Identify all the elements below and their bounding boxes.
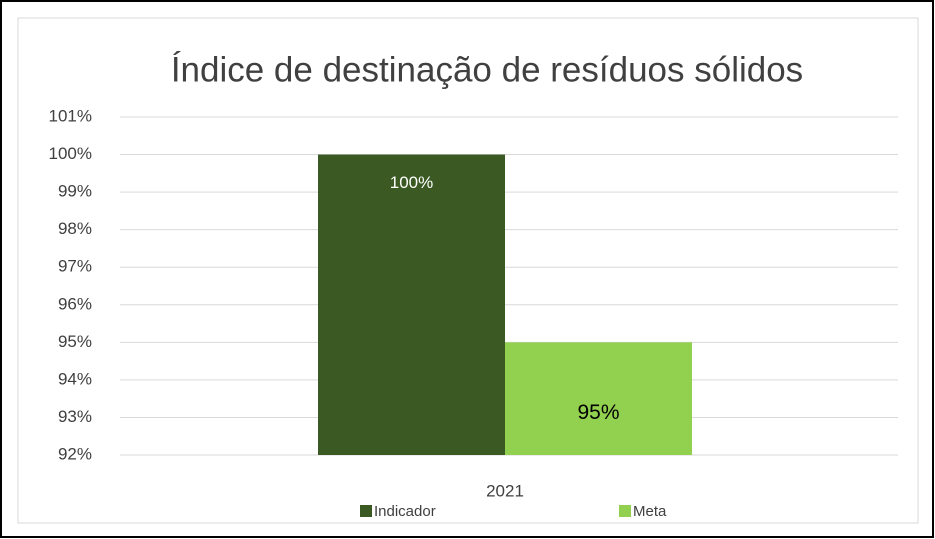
- y-tick-label: 92%: [58, 444, 92, 463]
- y-tick-label: 98%: [58, 219, 92, 238]
- x-tick-label: 2021: [486, 481, 524, 500]
- data-label: 100%: [390, 173, 433, 192]
- legend-label: Indicador: [374, 503, 436, 520]
- y-tick-label: 96%: [58, 294, 92, 313]
- y-tick-label: 93%: [58, 407, 92, 426]
- y-tick-label: 99%: [58, 182, 92, 201]
- y-tick-label: 97%: [58, 257, 92, 276]
- chart-title: Índice de destinação de resíduos sólidos: [171, 50, 803, 89]
- bar: [505, 342, 692, 455]
- bar: [318, 154, 505, 456]
- legend-swatch: [360, 505, 372, 517]
- y-tick-label: 100%: [49, 144, 92, 163]
- y-tick-label: 94%: [58, 369, 92, 388]
- legend-label: Meta: [633, 503, 667, 520]
- chart-area: [17, 17, 919, 524]
- data-label: 95%: [577, 401, 619, 424]
- y-tick-label: 95%: [58, 332, 92, 351]
- legend-swatch: [619, 505, 631, 517]
- y-tick-label: 101%: [49, 106, 92, 125]
